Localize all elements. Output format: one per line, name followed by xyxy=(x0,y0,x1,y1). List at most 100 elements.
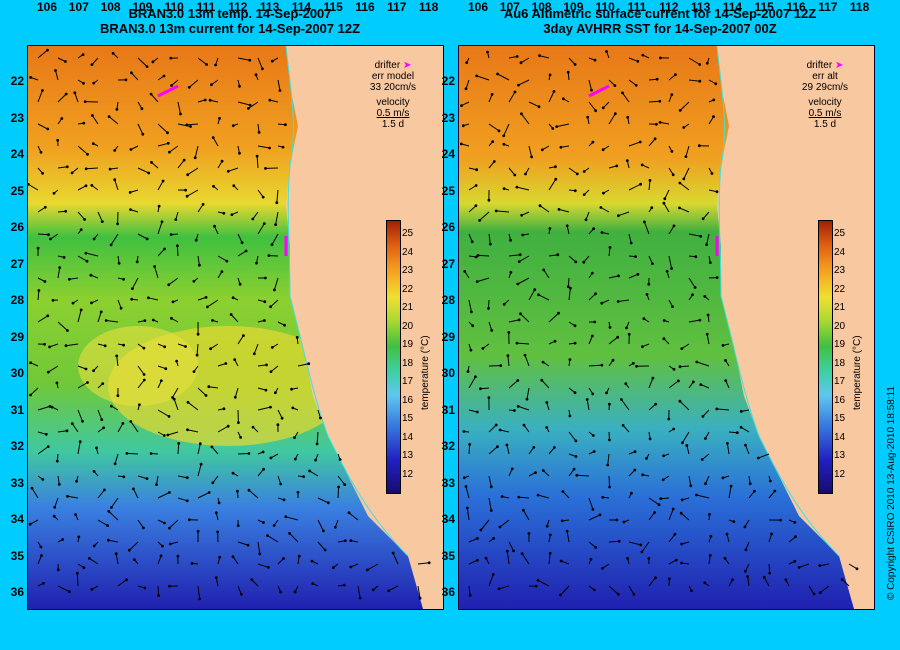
current-arrow xyxy=(648,497,660,506)
current-arrow xyxy=(768,563,771,574)
current-arrow-head xyxy=(196,332,200,336)
current-arrow-head xyxy=(639,543,643,547)
latitude-label: 25 xyxy=(441,183,455,198)
current-arrow-head xyxy=(582,193,586,197)
current-arrow-head xyxy=(179,112,182,116)
current-arrow-head xyxy=(218,117,221,120)
current-arrow xyxy=(197,255,200,266)
current-arrow-head xyxy=(100,418,104,422)
right-map-svg xyxy=(459,46,874,609)
current-arrow-head xyxy=(600,301,604,305)
current-arrow xyxy=(117,579,127,587)
current-arrow-head xyxy=(84,251,88,255)
current-arrow-head xyxy=(518,253,522,257)
current-arrow-head xyxy=(502,187,506,191)
current-arrow-head xyxy=(255,261,258,265)
current-arrow-head xyxy=(307,362,311,366)
latitude-label: 31 xyxy=(10,402,24,417)
left-map-svg xyxy=(28,46,443,609)
current-arrow-head xyxy=(427,561,431,565)
current-arrow xyxy=(608,540,620,543)
current-arrow xyxy=(648,180,651,191)
current-arrow-head xyxy=(706,313,710,317)
longitude-label: 108 xyxy=(531,0,552,14)
current-arrow xyxy=(74,92,79,103)
current-arrow-head xyxy=(615,518,619,522)
current-arrow xyxy=(663,202,670,213)
current-arrow-head xyxy=(29,361,32,365)
current-arrow xyxy=(668,533,676,543)
current-arrow-head xyxy=(684,155,688,158)
current-arrow xyxy=(688,277,696,288)
current-arrow xyxy=(187,401,199,411)
left-title-line2: BRAN3.0 13m current for 14-Sep-2007 12Z xyxy=(99,21,361,36)
current-arrow xyxy=(608,275,619,279)
current-arrow-head xyxy=(214,63,218,67)
current-arrow-head xyxy=(162,434,166,437)
current-arrow-head xyxy=(647,282,651,286)
current-arrow xyxy=(538,294,550,301)
current-arrow xyxy=(628,469,636,477)
drifter-marker-icon: ➤ xyxy=(834,60,844,71)
current-arrow-head xyxy=(79,308,83,312)
current-arrow-head xyxy=(291,406,295,410)
current-arrow-head xyxy=(160,220,164,224)
current-arrow-head xyxy=(107,538,110,542)
current-arrow-head xyxy=(239,592,243,596)
current-arrow-head xyxy=(515,341,519,345)
current-arrow-head xyxy=(248,103,252,107)
current-arrow-head xyxy=(48,345,51,349)
current-arrow-head xyxy=(81,53,85,56)
current-arrow xyxy=(628,79,637,86)
current-arrow xyxy=(217,255,228,262)
current-arrow-head xyxy=(297,554,301,558)
current-arrow xyxy=(237,233,243,243)
current-arrow xyxy=(848,563,858,570)
current-arrow xyxy=(197,443,201,455)
current-arrow-head xyxy=(140,107,144,111)
right-legend: drifter ➤ err alt 29 29cm/s velocity 0.5… xyxy=(790,60,860,130)
current-arrow xyxy=(37,555,42,565)
current-arrow-head xyxy=(509,238,512,242)
current-arrow xyxy=(518,79,530,86)
current-arrow-head xyxy=(509,270,513,274)
current-arrow xyxy=(628,141,641,147)
current-arrow-head xyxy=(818,564,822,568)
current-arrow-head xyxy=(488,242,492,246)
current-arrow-head xyxy=(168,491,171,494)
current-arrow xyxy=(285,516,299,521)
longitude-label: 114 xyxy=(722,0,743,14)
current-arrow-head xyxy=(176,244,179,248)
current-arrow xyxy=(65,343,79,347)
current-arrow-head xyxy=(315,442,319,446)
current-arrow xyxy=(237,541,249,546)
current-arrow-head xyxy=(90,587,94,591)
current-arrow-head xyxy=(85,259,89,263)
current-arrow-head xyxy=(49,237,52,241)
current-arrow-head xyxy=(343,539,347,543)
current-arrow-head xyxy=(387,589,391,593)
left-drifter-label: drifter xyxy=(374,60,401,71)
current-arrow-head xyxy=(102,426,106,430)
current-arrow-head xyxy=(284,123,287,127)
current-arrow-head xyxy=(540,148,544,152)
current-arrow xyxy=(681,343,690,350)
current-arrow-head xyxy=(659,56,662,60)
current-arrow-head xyxy=(252,352,256,356)
current-arrow-head xyxy=(601,566,604,570)
current-arrow xyxy=(337,475,346,485)
current-arrow-head xyxy=(28,182,30,186)
current-arrow-head xyxy=(226,169,230,173)
current-arrow xyxy=(77,382,88,389)
current-arrow xyxy=(137,379,145,389)
current-arrow xyxy=(708,555,711,565)
current-arrow xyxy=(207,299,219,308)
current-arrow xyxy=(679,182,690,191)
current-arrow-head xyxy=(65,165,69,169)
current-arrow xyxy=(176,245,179,257)
longitude-label: 106 xyxy=(36,0,58,14)
current-arrow-head xyxy=(236,524,240,527)
current-arrow xyxy=(137,57,148,67)
current-arrow xyxy=(518,405,530,411)
longitude-label: 115 xyxy=(323,0,343,14)
